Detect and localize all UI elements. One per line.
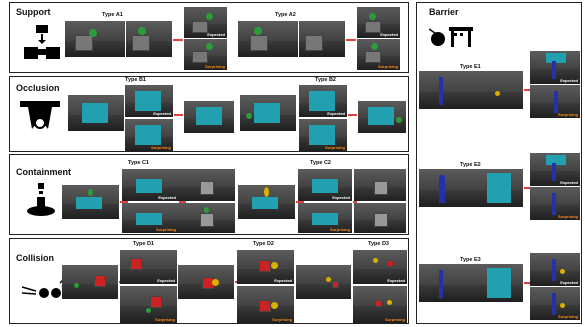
type-b1-label: Type B1 — [125, 77, 146, 83]
type-c2-label: Type C2 — [310, 160, 331, 166]
containment-panel: Containment Type C1 Expected Surprising … — [9, 154, 409, 235]
a2-expected: Expected — [357, 7, 400, 38]
c1-scene-4 — [178, 203, 235, 233]
c1-expected: Expected — [122, 169, 178, 201]
b1-scene-1 — [68, 95, 124, 131]
a1-surprising: Surprising — [184, 39, 227, 70]
e3-scene-2 — [471, 264, 523, 302]
c2-expected: Expected — [298, 169, 352, 201]
b1-surprising: Surprising — [125, 119, 173, 151]
barrier-icon — [429, 27, 473, 47]
occlusion-icon — [20, 101, 60, 129]
b2-scene-3 — [358, 101, 406, 133]
b2-expected: Expected — [299, 85, 347, 117]
c2-scene-4 — [354, 203, 406, 233]
containment-title: Containment — [16, 167, 71, 177]
c2-surprising: Surprising — [298, 203, 352, 233]
support-title: Support — [16, 7, 51, 17]
a2-arrow — [346, 39, 356, 41]
d3-scene-1 — [296, 265, 351, 299]
type-e2-label: Type E2 — [460, 162, 481, 168]
a1-scene-2 — [126, 21, 172, 57]
d1-expected: Expected — [120, 250, 177, 284]
type-d2-label: Type D2 — [253, 241, 274, 247]
e2-expected: Expected — [530, 153, 580, 186]
collision-icon — [21, 279, 64, 298]
e3-arrow — [524, 282, 530, 284]
d3-expected: Expected — [353, 250, 407, 284]
a2-scene-1 — [238, 21, 298, 57]
e1-scene-2 — [471, 71, 523, 109]
d2-scene-1 — [178, 265, 234, 299]
occlusion-panel: Occlusion Type B1 Expected Surprising Ty… — [9, 76, 409, 152]
e2-arrow — [524, 187, 530, 189]
a2-scene-2 — [299, 21, 345, 57]
d2-surprising: Surprising — [237, 286, 294, 323]
c2-arrow-1 — [296, 201, 304, 203]
e1-arrow — [524, 89, 530, 91]
a2-surprising: Surprising — [357, 39, 400, 70]
type-e3-label: Type E3 — [460, 257, 481, 263]
c1-scene-1 — [62, 185, 119, 219]
e2-surprising: Surprising — [530, 187, 580, 220]
b2-scene-1 — [240, 95, 296, 131]
e1-scene-1 — [419, 71, 471, 109]
d1-scene-1 — [62, 265, 118, 299]
type-a1-label: Type A1 — [102, 12, 123, 18]
c2-scene-3 — [354, 169, 406, 201]
containment-icon — [27, 183, 55, 216]
collision-title: Collision — [16, 253, 54, 263]
e1-expected: Expected — [530, 51, 580, 84]
e1-surprising: Surprising — [530, 85, 580, 118]
occlusion-title: Occlusion — [16, 83, 60, 93]
type-d3-label: Type D3 — [368, 241, 389, 247]
d2-expected: Expected — [237, 250, 294, 284]
e2-scene-1 — [419, 169, 471, 207]
b2-arrow — [348, 114, 357, 116]
d1-surprising: Surprising — [120, 286, 177, 323]
support-panel: Support Type A1 Expected Surprising Type… — [9, 2, 409, 73]
d3-surprising: Surprising — [353, 286, 407, 323]
c1-scene-3 — [178, 169, 235, 201]
type-c1-label: Type C1 — [128, 160, 149, 166]
a1-expected: Expected — [184, 7, 227, 38]
type-d1-label: Type D1 — [133, 241, 154, 247]
b1-expected: Expected — [125, 85, 173, 117]
c2-scene-1 — [238, 185, 295, 219]
support-icon — [24, 25, 60, 59]
a1-scene-1 — [65, 21, 125, 57]
b1-arrow — [174, 114, 183, 116]
a1-arrow — [173, 39, 183, 41]
b2-surprising: Surprising — [299, 119, 347, 151]
type-e1-label: Type E1 — [460, 64, 481, 70]
e3-scene-1 — [419, 264, 471, 302]
e2-scene-2 — [471, 169, 523, 207]
c2-arrow-2 — [353, 201, 357, 203]
collision-panel: Collision Type D1 Expected Surprising Ty… — [9, 238, 409, 324]
e3-surprising: Surprising — [530, 287, 580, 320]
e3-expected: Expected — [530, 253, 580, 286]
barrier-title: Barrier — [429, 7, 459, 17]
barrier-panel: Barrier Type E1 Expected Surprising Type… — [416, 2, 582, 324]
type-a2-label: Type A2 — [275, 12, 296, 18]
c1-surprising: Surprising — [122, 203, 178, 233]
type-b2-label: Type B2 — [315, 77, 336, 83]
c1-arrow-2 — [179, 201, 186, 203]
c1-arrow-1 — [120, 201, 128, 203]
b1-scene-3 — [184, 101, 234, 133]
